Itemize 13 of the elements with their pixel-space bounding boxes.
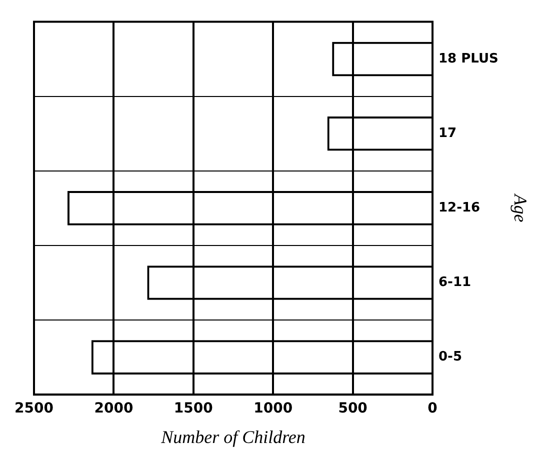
y-tick-label: 0-5 [438,350,462,365]
x-tick-label: 500 [338,400,368,417]
x-tick-label: 2500 [14,400,54,417]
x-tick-label: 0 [428,400,438,417]
x-tick-label: 2000 [94,400,134,417]
x-axis-title: Number of Children [160,426,306,447]
y-tick-label: 17 [438,126,457,142]
y-tick-label: 12-16 [438,200,480,216]
y-axis-title: Age [510,193,530,222]
x-tick-label: 1000 [254,400,293,417]
y-tick-label: 18 PLUS [438,51,498,66]
x-tick-label: 1500 [174,400,214,417]
y-tick-label: 6-11 [438,275,472,290]
